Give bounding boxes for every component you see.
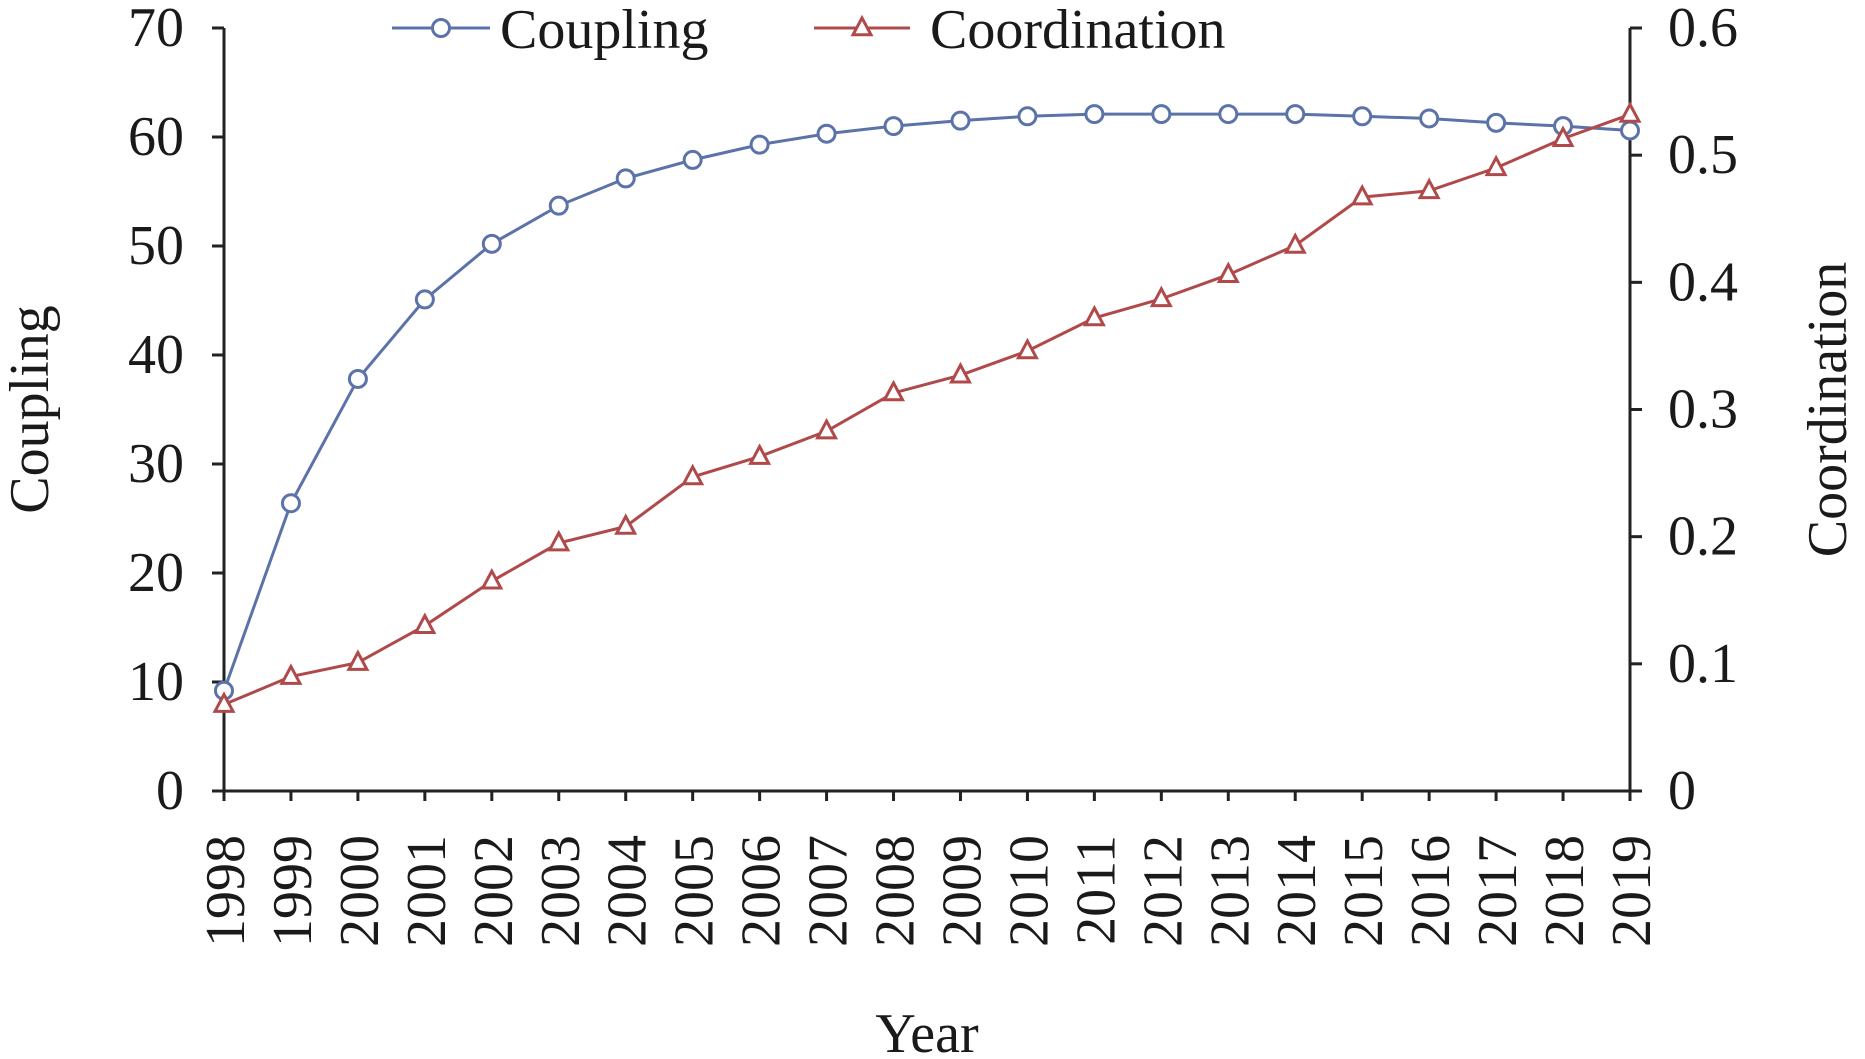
y-left-tick-label: 70 xyxy=(128,0,184,59)
data-point-coupling xyxy=(615,168,636,189)
y-right-tick-label: 0.1 xyxy=(1668,633,1738,695)
data-point-coupling xyxy=(950,110,971,131)
x-tick-label: 2012 xyxy=(1132,835,1194,947)
data-point-coordination xyxy=(614,513,638,535)
x-tick-label: 2017 xyxy=(1467,835,1529,947)
data-point-coupling xyxy=(280,493,301,514)
data-point-coupling xyxy=(1218,104,1239,125)
x-tick-label: 2013 xyxy=(1199,835,1261,947)
data-point-coordination xyxy=(815,417,839,440)
y-right-tick-label: 0.3 xyxy=(1668,379,1738,441)
data-point-coupling xyxy=(1352,106,1373,127)
x-tick-label: 2010 xyxy=(998,835,1060,947)
data-point-coordination xyxy=(1484,154,1508,177)
data-point-coordination xyxy=(748,443,772,465)
x-tick-label: 2011 xyxy=(1065,835,1127,945)
plot-area xyxy=(212,101,1642,713)
y-right-tick-label: 0.4 xyxy=(1668,251,1738,313)
x-tick-label: 2016 xyxy=(1400,835,1462,947)
data-point-coupling xyxy=(1151,104,1172,125)
data-point-coordination xyxy=(1618,101,1642,123)
y-left-tick-label: 10 xyxy=(128,651,184,713)
x-axis-title: Year xyxy=(875,1003,979,1059)
x-tick-label: 2014 xyxy=(1266,835,1328,947)
data-point-coordination xyxy=(279,663,303,685)
x-tick-label: 2004 xyxy=(597,835,659,947)
y-left-tick-label: 60 xyxy=(128,106,184,168)
data-point-coordination xyxy=(346,649,370,671)
y-axis-left-title: Coupling xyxy=(0,305,61,513)
data-point-coupling xyxy=(682,149,703,170)
x-tick-label: 1998 xyxy=(195,835,257,947)
legend-marker-coupling xyxy=(431,18,451,38)
x-tick-label: 2019 xyxy=(1601,835,1663,947)
axes: 0 10 20 30 40 50 60 70 0 0.1 0.2 0.3 0.4 0.5 0.6 1998 19… xyxy=(128,0,1738,947)
data-point-coupling xyxy=(1486,112,1507,133)
data-point-coupling xyxy=(1285,104,1306,125)
data-point-coordination xyxy=(1283,232,1307,254)
data-point-coupling xyxy=(1084,104,1105,125)
data-point-coordination xyxy=(1015,337,1039,360)
legend-label-coupling: Coupling xyxy=(500,0,708,61)
data-point-coordination xyxy=(681,463,705,486)
data-point-coupling xyxy=(548,195,569,216)
data-point-coordination xyxy=(480,567,504,590)
data-point-coupling xyxy=(1620,120,1640,141)
data-point-coordination xyxy=(882,379,906,402)
data-point-coordination xyxy=(1551,125,1575,147)
series-line-coupling xyxy=(222,112,1631,692)
y-right-tick-label: 0 xyxy=(1668,760,1696,822)
x-tick-label: 2005 xyxy=(664,835,726,947)
data-point-coordination xyxy=(1350,183,1374,206)
legend-label-coordination: Coordination xyxy=(930,0,1226,61)
data-point-coupling xyxy=(481,233,502,254)
y-left-tick-label: 20 xyxy=(128,542,184,604)
data-point-coordination xyxy=(1417,177,1441,200)
x-tick-label: 2001 xyxy=(396,835,458,947)
y-left-tick-label: 0 xyxy=(156,760,184,822)
x-tick-label: 2008 xyxy=(865,835,927,947)
y-left-tick-label: 50 xyxy=(128,215,184,277)
data-point-coordination xyxy=(212,691,236,713)
legend: Coupling Coordination xyxy=(392,0,1226,61)
y-left-tick-label: 40 xyxy=(128,324,184,386)
y-left-tick-label: 30 xyxy=(128,433,184,495)
y-right-tick-label: 0.2 xyxy=(1668,506,1738,568)
x-tick-label: 2006 xyxy=(731,835,793,947)
data-point-coordination xyxy=(547,529,571,552)
x-tick-label: 1999 xyxy=(262,835,324,947)
x-tick-label: 2018 xyxy=(1534,835,1596,947)
data-point-coordination xyxy=(1149,285,1173,308)
data-point-coupling xyxy=(347,368,368,389)
data-point-coupling xyxy=(816,123,837,144)
y-right-tick-label: 0.5 xyxy=(1668,124,1738,186)
data-point-coupling xyxy=(883,116,904,137)
data-point-coordination xyxy=(413,612,437,634)
x-tick-label: 2009 xyxy=(931,835,993,947)
data-point-coordination xyxy=(1216,261,1240,284)
data-point-coordination xyxy=(948,361,972,384)
legend-marker-coordination xyxy=(850,14,874,37)
x-tick-label: 2015 xyxy=(1333,835,1395,947)
x-tick-label: 2000 xyxy=(329,835,391,947)
data-point-coupling xyxy=(1419,108,1440,129)
x-tick-label: 2007 xyxy=(798,835,860,947)
y-right-tick-label: 0.6 xyxy=(1668,0,1738,59)
data-point-coupling xyxy=(414,289,435,310)
data-point-coordination xyxy=(1082,304,1106,327)
x-tick-label: 2002 xyxy=(463,835,525,947)
y-axis-right-title: Coordination xyxy=(1797,262,1859,558)
data-point-coupling xyxy=(749,134,770,155)
data-point-coupling xyxy=(1017,106,1038,127)
series-line-coordination xyxy=(223,113,1631,706)
x-tick-label: 2003 xyxy=(530,835,592,947)
